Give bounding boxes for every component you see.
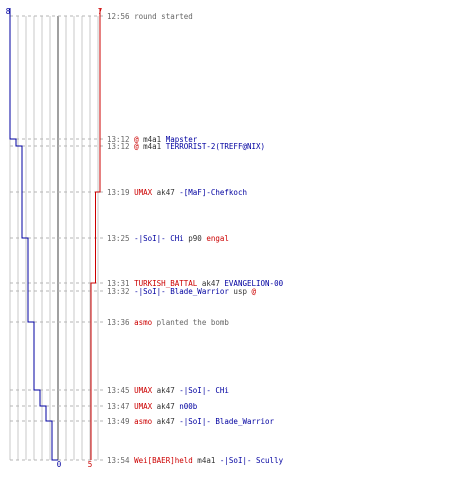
- event-text: asmo: [134, 417, 153, 426]
- blue-start-count: 8: [6, 7, 11, 16]
- event-line: 13:54 Wei[BAER]held m4a1 -|SoI|- Scully: [107, 456, 283, 465]
- event-line: 13:25 -|SoI|- CHi p90 engal: [107, 234, 229, 243]
- event-text: ak47: [152, 386, 180, 395]
- event-text: round started: [134, 12, 193, 21]
- event-time: 13:47: [107, 402, 135, 411]
- event-time: 12:56: [107, 12, 135, 21]
- event-line: 13:32 -|SoI|- Blade_Warrior usp @: [107, 287, 256, 296]
- event-text: engal: [206, 234, 229, 243]
- event-text: TERRORIST-2(TREFF@NIX): [165, 142, 266, 151]
- event-line: 12:56 round started: [107, 12, 193, 21]
- red-start-count: 7: [98, 7, 103, 16]
- blue-end-count: 0: [57, 460, 62, 469]
- event-line: 13:12 @ m4a1 Mapster: [107, 135, 197, 144]
- event-text: @: [134, 135, 139, 144]
- event-text: ak47: [152, 188, 180, 197]
- event-text: n00b: [179, 402, 198, 411]
- event-text: asmo: [134, 318, 153, 327]
- event-time: 13:45: [107, 386, 135, 395]
- event-text: Wei[BAER]held: [134, 456, 193, 465]
- event-time: 13:25: [107, 234, 135, 243]
- event-text: -|SoI|- Scully: [219, 456, 284, 465]
- event-time: 13:12: [107, 135, 135, 144]
- event-text: TURKISH_BATTAL: [134, 279, 198, 288]
- event-text: ak47: [152, 402, 180, 411]
- red-end-count: 5: [88, 460, 93, 469]
- event-text: m4a1: [192, 456, 220, 465]
- event-text: ak47: [152, 417, 180, 426]
- event-text: UMAX: [134, 386, 153, 395]
- event-text: -[MaF]-Chefkoch: [179, 188, 247, 197]
- event-text: -|SoI|- CHi: [134, 234, 184, 243]
- event-text: @: [134, 142, 139, 151]
- event-text: -|SoI|- Blade_Warrior: [134, 287, 229, 296]
- event-line: 13:19 UMAX ak47 -[MaF]-Chefkoch: [107, 188, 247, 197]
- event-time: 13:32: [107, 287, 135, 296]
- event-line: 13:36 asmo planted the bomb: [107, 318, 229, 327]
- event-line: 13:12 @ m4a1 TERRORIST-2(TREFF@NIX): [107, 142, 265, 151]
- event-text: UMAX: [134, 188, 153, 197]
- event-text: -|SoI|- Blade_Warrior: [179, 417, 275, 426]
- event-text: -|SoI|- CHi: [179, 386, 229, 395]
- event-time: 13:36: [107, 318, 135, 327]
- event-time: 13:54: [107, 456, 135, 465]
- event-time: 13:19: [107, 188, 135, 197]
- event-time: 13:31: [107, 279, 135, 288]
- event-line: 13:49 asmo ak47 -|SoI|- Blade_Warrior: [107, 417, 274, 426]
- blue-team-alive-line: [9, 8, 58, 461]
- event-leader-lines: [10, 15, 104, 461]
- event-text: planted the bomb: [152, 318, 229, 327]
- event-text: usp: [228, 287, 252, 296]
- event-text: p90: [183, 234, 207, 243]
- event-text: m4a1: [138, 142, 166, 151]
- event-text: ak47: [197, 279, 225, 288]
- event-text: @: [251, 287, 257, 296]
- event-time: 13:12: [107, 142, 135, 151]
- event-time: 13:49: [107, 417, 135, 426]
- event-line: 13:47 UMAX ak47 n00b: [107, 402, 197, 411]
- event-text: Mapster: [165, 135, 198, 144]
- event-line: 13:45 UMAX ak47 -|SoI|- CHi: [107, 386, 229, 395]
- red-team-alive-line: [90, 8, 101, 460]
- event-line: 13:31 TURKISH_BATTAL ak47 EVANGELION-00: [107, 279, 283, 288]
- event-text: EVANGELION-00: [224, 279, 284, 288]
- event-text: UMAX: [134, 402, 153, 411]
- event-text: m4a1: [138, 135, 166, 144]
